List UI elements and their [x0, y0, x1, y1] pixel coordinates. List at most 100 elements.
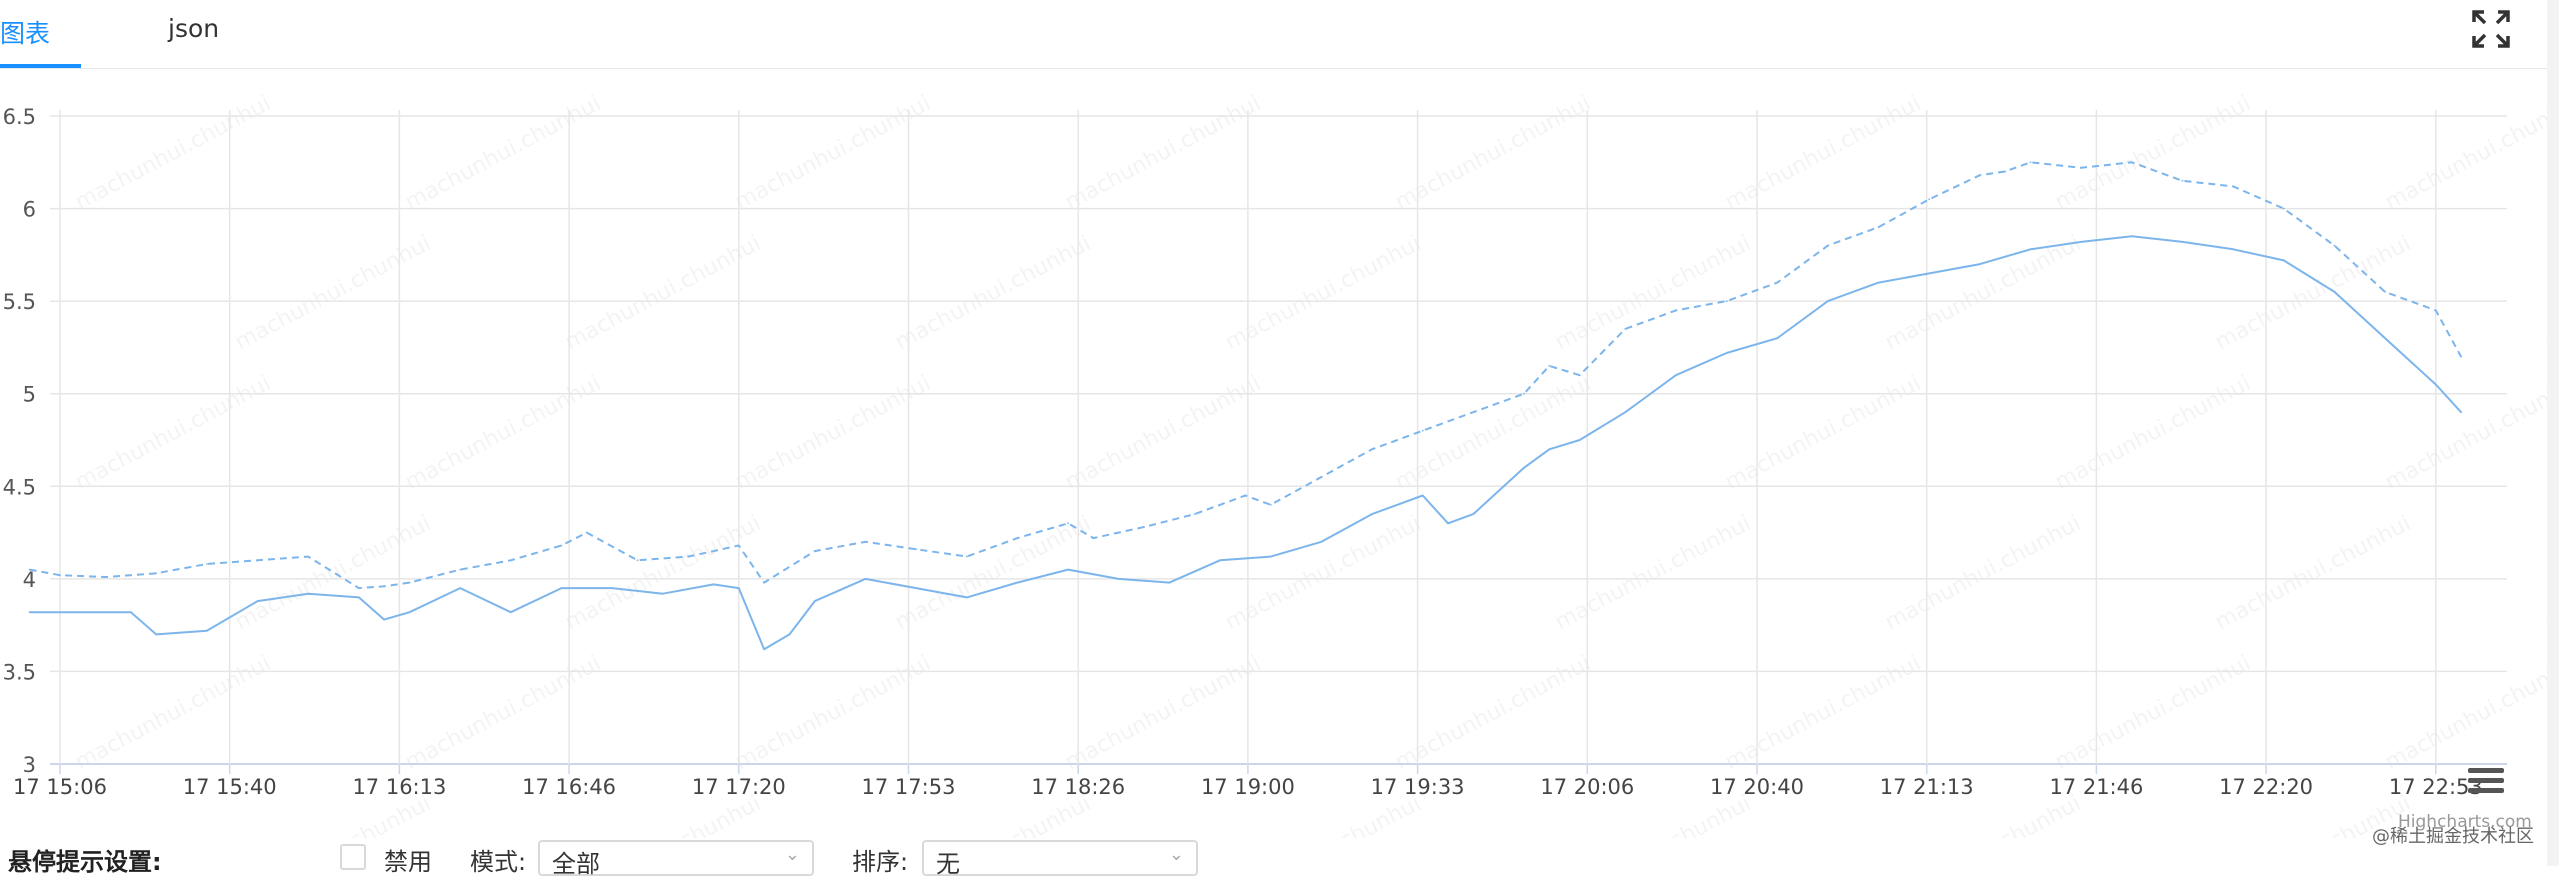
y-tick-label: 5	[23, 383, 36, 407]
data-point	[2004, 170, 2007, 173]
watermark-text: machunhui.chunhui	[1881, 511, 2085, 635]
watermark-text: machunhui.chunhui	[1721, 371, 1925, 495]
disable-label: 禁用	[384, 848, 432, 876]
data-point	[2232, 185, 2235, 188]
data-point	[2029, 248, 2032, 251]
watermark-text: machunhui.chunhui	[401, 651, 605, 775]
scrollbar[interactable]	[2547, 0, 2559, 866]
data-point	[1979, 174, 1981, 177]
data-point	[560, 587, 563, 589]
x-tick-label: 17 16:46	[522, 775, 616, 799]
data-point	[155, 633, 158, 636]
watermark-text: machunhui.chunhui	[731, 371, 935, 495]
watermark-text: machunhui.chunhui	[891, 231, 1095, 355]
chart-menu-button[interactable]	[2468, 768, 2504, 798]
data-point	[2131, 235, 2133, 238]
disable-checkbox[interactable]	[340, 844, 366, 870]
watermark-text: machunhui.chunhui	[71, 371, 275, 495]
data-point	[2232, 248, 2235, 251]
watermark-text: machunhui.chunhui	[1551, 231, 1755, 355]
data-point	[1624, 411, 1627, 414]
y-tick-label: 6.5	[3, 105, 36, 129]
data-point	[2181, 179, 2184, 182]
data-point	[1447, 522, 1449, 525]
data-point	[1578, 374, 1581, 377]
data-point	[611, 587, 614, 589]
data-point	[1472, 513, 1475, 515]
x-tick-label: 17 22:53	[2389, 775, 2483, 799]
watermark-text: machunhui.chunhui	[2381, 371, 2547, 495]
watermark-text: machunhui.chunhui	[2051, 371, 2255, 495]
data-point	[661, 592, 664, 595]
watermark-text: machunhui.chunhui	[71, 91, 275, 215]
data-point	[1578, 439, 1581, 441]
data-point	[1827, 244, 1829, 247]
watermark-text: machunhui.chunhui	[1221, 231, 1425, 355]
data-point	[408, 581, 411, 584]
data-point	[1523, 392, 1525, 395]
watermark-text: machunhui.chunhui	[1061, 651, 1265, 775]
data-point	[712, 583, 715, 586]
y-tick-label: 6	[23, 198, 36, 222]
x-tick-label: 17 17:20	[692, 775, 786, 799]
x-tick-label: 17 19:33	[1371, 775, 1465, 799]
active-tab-indicator	[0, 64, 81, 68]
data-point	[585, 531, 588, 534]
data-point	[2384, 291, 2387, 293]
data-point	[1548, 365, 1551, 367]
data-point	[1675, 374, 1677, 377]
data-point	[509, 559, 512, 562]
data-point	[459, 568, 462, 571]
y-tick-label: 5.5	[3, 290, 36, 314]
sort-select[interactable]: 无 ⌄	[922, 840, 1198, 878]
y-tick-label: 3.5	[3, 660, 36, 684]
watermark-text: machunhui.chunhui	[731, 91, 935, 215]
mode-select-value: 全部	[552, 850, 600, 878]
data-point	[59, 574, 61, 577]
data-point	[560, 544, 563, 547]
chevron-down-icon: ⌄	[784, 844, 800, 865]
data-point	[1827, 300, 1829, 302]
data-point	[1725, 352, 1728, 354]
x-tick-label: 17 20:40	[1710, 775, 1804, 799]
x-tick-label: 17 21:46	[2049, 775, 2143, 799]
data-point	[737, 587, 740, 589]
data-point	[1675, 309, 1677, 312]
data-point	[130, 611, 132, 614]
data-point	[155, 572, 158, 575]
data-point	[307, 555, 310, 558]
data-point	[2282, 207, 2285, 210]
data-point	[1725, 300, 1728, 302]
data-point	[358, 596, 360, 599]
series-line-2	[29, 235, 2462, 651]
data-point	[1523, 466, 1525, 469]
mode-label: 模式:	[470, 848, 527, 876]
data-point	[763, 581, 765, 584]
data-point	[1193, 513, 1196, 515]
data-point	[1548, 448, 1551, 451]
x-tick-label: 17 22:20	[2219, 775, 2313, 799]
tab-chart[interactable]: 图表	[0, 19, 51, 48]
watermark-text: machunhui.chunhui	[2211, 511, 2415, 635]
tooltip-settings: 悬停提示设置: 禁用 模式: 全部 ⌄ 排序: 无 ⌄	[0, 838, 1300, 878]
x-tick-label: 17 16:13	[352, 775, 446, 799]
x-tick-label: 17 17:53	[862, 775, 956, 799]
mode-select[interactable]: 全部 ⌄	[538, 840, 814, 878]
watermark-text: machunhui.chunhui	[1721, 651, 1925, 775]
tooltip-settings-title: 悬停提示设置:	[8, 848, 162, 876]
chart-credits[interactable]: Highcharts.com	[2398, 812, 2532, 832]
x-tick-label: 17 15:06	[13, 775, 107, 799]
data-point	[2029, 161, 2032, 164]
data-point	[1928, 272, 1931, 275]
data-point	[2131, 161, 2133, 164]
data-point	[459, 587, 462, 589]
fullscreen-icon[interactable]	[2470, 8, 2512, 50]
data-point	[2333, 244, 2336, 247]
data-point	[1244, 494, 1247, 497]
watermark-text: machunhui.chunhui	[1391, 91, 1595, 215]
data-point	[1219, 559, 1221, 562]
x-tick-label: 17 21:13	[1880, 775, 1974, 799]
data-point	[737, 544, 740, 547]
x-tick-label: 17 19:00	[1201, 775, 1295, 799]
tab-json[interactable]: json	[168, 14, 220, 43]
